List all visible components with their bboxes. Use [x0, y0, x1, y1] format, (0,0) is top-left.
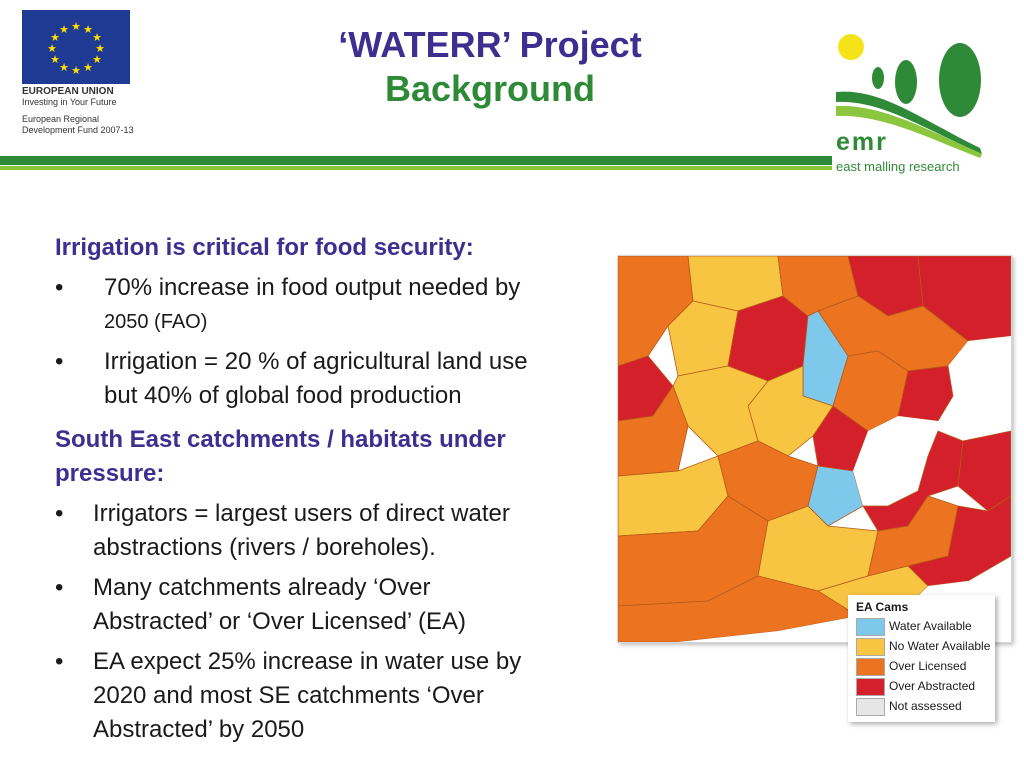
- eu-tagline: Investing in Your Future: [22, 97, 117, 107]
- legend-title: EA Cams: [856, 600, 909, 614]
- bullet-dot: •: [55, 648, 64, 675]
- content: Irrigation is critical for food security…: [55, 231, 615, 747]
- legend-swatch: [856, 618, 885, 636]
- slide-title: ‘WATERR’ Project Background: [300, 24, 680, 112]
- map-legend: EA Cams Water Available No Water Availab…: [848, 595, 995, 722]
- bullet-line: 2050 (FAO): [104, 311, 208, 333]
- svg-text:★: ★: [50, 53, 60, 66]
- svg-text:★: ★: [59, 61, 69, 74]
- eu-name: EUROPEAN UNION: [22, 86, 114, 97]
- divider-light: [0, 166, 832, 170]
- bullet-line: Irrigators = largest users of direct wat…: [93, 500, 510, 527]
- svg-text:★: ★: [83, 23, 93, 36]
- section-heading-south-east: South East catchments / habitats under p…: [55, 423, 615, 491]
- bullet-line: Many catchments already ‘Over: [93, 574, 431, 601]
- legend-label: Water Available: [889, 619, 972, 633]
- svg-text:★: ★: [71, 64, 81, 77]
- bullet-line: Abstracted’ by 2050: [93, 716, 305, 743]
- bullet-dot: •: [55, 500, 64, 527]
- bullet-line: Irrigation = 20 % of agricultural land u…: [104, 348, 528, 375]
- bullet-catchments: • Many catchments already ‘Over Abstract…: [55, 571, 615, 639]
- catchment-map: [617, 255, 1012, 643]
- bullet-line: EA expect 25% increase in water use by: [93, 648, 522, 675]
- bullet-dot: •: [55, 348, 64, 375]
- svg-text:★: ★: [83, 61, 93, 74]
- emr-logo-icon: [836, 34, 982, 158]
- bullet-dot: •: [55, 574, 64, 601]
- eu-flag-icon: ★ ★★ ★★★ ★★★ ★★★: [22, 10, 130, 84]
- emr-name: east malling research: [836, 159, 960, 174]
- eu-fund-line2: Development Fund 2007-13: [22, 125, 134, 135]
- svg-text:★: ★: [59, 23, 69, 36]
- legend-swatch: [856, 638, 885, 656]
- eu-fund-line1: European Regional: [22, 114, 100, 124]
- legend-swatch: [856, 678, 885, 696]
- title-line2: Background: [384, 68, 596, 109]
- bullet-line: 2020 and most SE catchments ‘Over: [93, 682, 484, 709]
- bullet-dot: •: [55, 274, 64, 301]
- emr-mark: emr: [836, 128, 888, 156]
- bullet-line: abstractions (rivers / boreholes).: [93, 534, 436, 561]
- legend-label: Over Abstracted: [889, 679, 976, 693]
- eu-logo: ★ ★ ★ ★ ★ ★ ★ ★ ★ ★ ★ ★ EUROPEAN UNION Investing…: [22, 10, 140, 136]
- svg-text:★: ★: [92, 53, 102, 66]
- svg-text:★: ★: [71, 20, 81, 33]
- svg-text:★: ★: [95, 42, 105, 55]
- divider-dark: [0, 156, 832, 165]
- bullet-line: Abstracted’ or ‘Over Licensed’ (EA): [93, 608, 467, 635]
- bullet-line: 70% increase in food output needed by: [104, 274, 521, 301]
- legend-swatch: [856, 698, 885, 716]
- bullet-irrigation-share: • Irrigation = 20 % of agricultural land…: [55, 345, 615, 413]
- heading-line: pressure:: [55, 460, 165, 487]
- section-heading-irrigation: Irrigation is critical for food security…: [55, 234, 474, 261]
- svg-text:★: ★: [50, 31, 60, 44]
- bullet-food-output: • 70% increase in food output needed by …: [55, 271, 615, 339]
- bullet-irrigators: • Irrigators = largest users of direct w…: [55, 497, 615, 565]
- heading-line: South East catchments / habitats under: [55, 426, 506, 453]
- title-line1: ‘WATERR’ Project: [338, 24, 642, 65]
- bullet-ea-expect: • EA expect 25% increase in water use by…: [55, 645, 615, 747]
- bullet-line: but 40% of global food production: [104, 382, 462, 409]
- legend-label: Not assessed: [889, 699, 962, 713]
- legend-swatch: [856, 658, 885, 676]
- legend-label: No Water Available: [889, 639, 991, 653]
- legend-label: Over Licensed: [889, 659, 967, 673]
- svg-text:★: ★: [47, 42, 57, 55]
- svg-text:★: ★: [92, 31, 102, 44]
